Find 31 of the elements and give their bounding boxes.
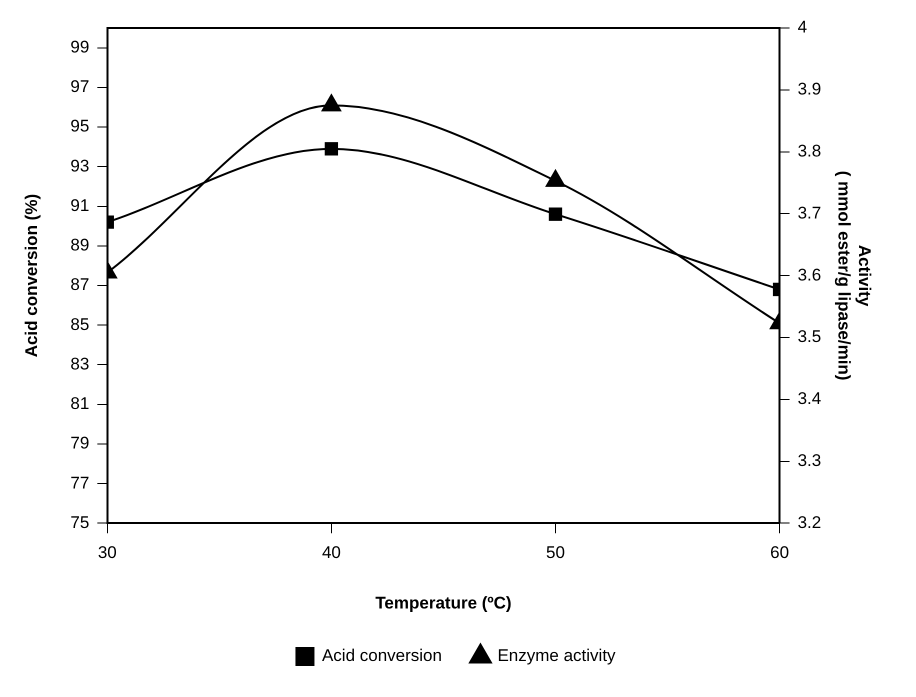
y-tick-label: 97 bbox=[70, 77, 90, 96]
y-axis-title: Acid conversion (%) bbox=[22, 194, 41, 358]
y-tick-label: 85 bbox=[70, 314, 90, 334]
y-tick-label: 81 bbox=[70, 394, 90, 414]
legend-label: Acid conversion bbox=[322, 646, 442, 666]
y-tick-label: 83 bbox=[70, 354, 90, 374]
x-tick-label: 50 bbox=[546, 543, 565, 562]
y-tick-label: 99 bbox=[70, 37, 90, 56]
y2-axis-title: Activity ( mmol ester/g lipase/min) bbox=[834, 170, 874, 380]
y-tick-label: 93 bbox=[70, 156, 90, 176]
y2-tick-label: 3.8 bbox=[798, 141, 822, 160]
y-tick-label: 87 bbox=[70, 275, 90, 294]
y-tick-label: 95 bbox=[70, 116, 90, 136]
y2-tick-label: 3.3 bbox=[798, 450, 822, 470]
y2-tick-label: 3.9 bbox=[798, 80, 822, 99]
y2-tick-label: 3.4 bbox=[798, 389, 822, 408]
y2-tick-label: 3.7 bbox=[798, 203, 822, 222]
legend-label: Enzyme activity bbox=[497, 646, 616, 666]
x-tick-label: 60 bbox=[770, 543, 790, 562]
y-tick-label: 89 bbox=[70, 236, 90, 255]
y2-tick-label: 4 bbox=[798, 18, 808, 37]
y-tick-label: 79 bbox=[70, 434, 90, 453]
x-tick-label: 40 bbox=[322, 543, 341, 562]
y-tick-label: 75 bbox=[70, 512, 90, 532]
y2-tick-label: 3.6 bbox=[798, 265, 822, 284]
x-tick-label: 30 bbox=[98, 543, 117, 562]
y2-tick-label: 3.2 bbox=[798, 512, 822, 532]
x-axis-title: Temperature (ºC) bbox=[375, 593, 512, 612]
y-tick-label: 91 bbox=[70, 196, 90, 215]
y-tick-label: 77 bbox=[70, 473, 90, 492]
y2-tick-label: 3.5 bbox=[798, 327, 822, 346]
